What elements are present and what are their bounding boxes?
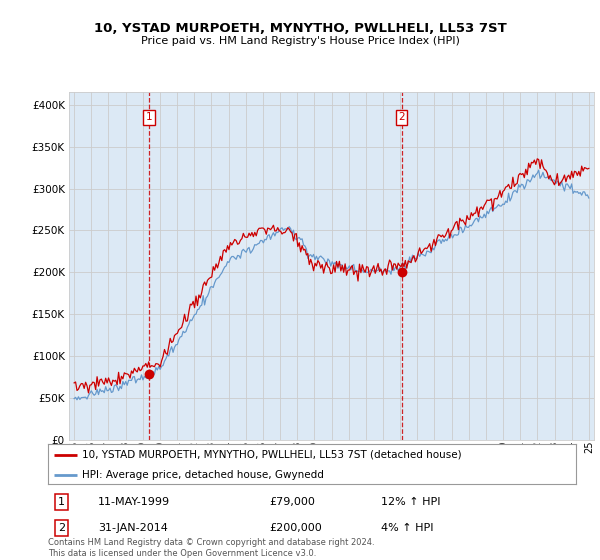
Text: 2: 2 [58,523,65,533]
Text: 11-MAY-1999: 11-MAY-1999 [98,497,170,507]
Text: 2: 2 [398,113,405,123]
Point [397,268,406,277]
Text: 1: 1 [146,113,152,123]
Text: 1: 1 [58,497,65,507]
Text: HPI: Average price, detached house, Gwynedd: HPI: Average price, detached house, Gwyn… [82,470,324,480]
Text: Contains HM Land Registry data © Crown copyright and database right 2024.
This d: Contains HM Land Registry data © Crown c… [48,538,374,558]
Text: 10, YSTAD MURPOETH, MYNYTHO, PWLLHELI, LL53 7ST: 10, YSTAD MURPOETH, MYNYTHO, PWLLHELI, L… [94,22,506,35]
Point [145,369,154,378]
Text: Price paid vs. HM Land Registry's House Price Index (HPI): Price paid vs. HM Land Registry's House … [140,36,460,46]
Text: £79,000: £79,000 [270,497,316,507]
Text: 31-JAN-2014: 31-JAN-2014 [98,523,168,533]
Text: £200,000: £200,000 [270,523,323,533]
Text: 10, YSTAD MURPOETH, MYNYTHO, PWLLHELI, LL53 7ST (detached house): 10, YSTAD MURPOETH, MYNYTHO, PWLLHELI, L… [82,450,462,460]
Text: 4% ↑ HPI: 4% ↑ HPI [380,523,433,533]
Text: 12% ↑ HPI: 12% ↑ HPI [380,497,440,507]
